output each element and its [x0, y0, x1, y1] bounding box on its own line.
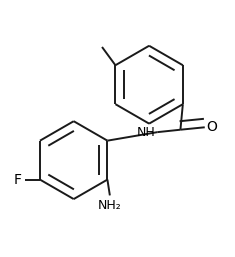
Text: O: O [207, 120, 218, 134]
Text: NH: NH [137, 126, 155, 139]
Text: F: F [14, 173, 22, 187]
Text: NH₂: NH₂ [98, 199, 122, 212]
